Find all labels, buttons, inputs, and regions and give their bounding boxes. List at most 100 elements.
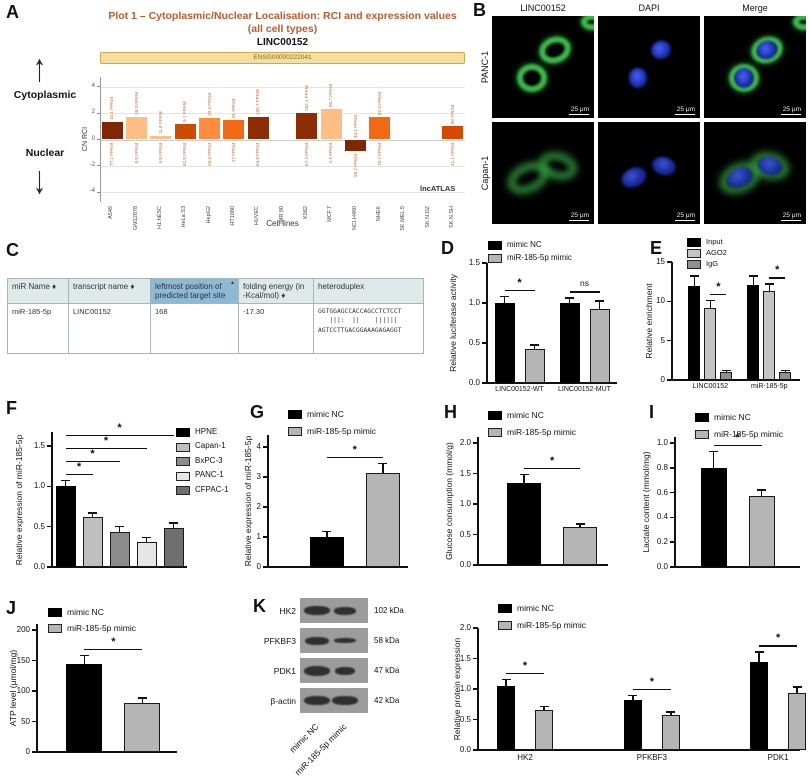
cytoplasmic-fpkm-label-text: 130.7 FPKM [255, 89, 261, 116]
nuclear-fpkm-label: 27 FPKM [231, 143, 236, 162]
nuclear-label: Nuclear [25, 147, 65, 159]
col-header-position[interactable]: leftmost position of predicted target si… [150, 278, 239, 304]
error-bar [503, 296, 506, 303]
panel-c: C miR Name ♦ transcript name ♦ leftmost … [0, 232, 430, 392]
y-tick [670, 467, 675, 469]
x-tick-label-text: NCI.H460 [351, 206, 358, 231]
error-bar-cap [595, 300, 604, 302]
error-bar [83, 655, 86, 664]
x-tick-label: NHEK [376, 206, 382, 221]
x-tick-label: SK.N.DZ [425, 206, 431, 228]
error-bar-cap [61, 479, 70, 482]
legend-label: HPNE [195, 426, 218, 436]
error-bar-cap [115, 525, 124, 528]
y-tick-label: 0.5 [459, 714, 471, 724]
y-tick-label: -4 [89, 188, 95, 195]
y-axis-label: ATP level (μmol/mg) [8, 650, 18, 726]
scale-bar: 25 μm [781, 212, 801, 221]
y-axis-label-text: Relative protein expression [452, 637, 462, 741]
significance-line [524, 467, 581, 470]
y-axis-label: Relative expression of miR-185-5p [14, 434, 24, 564]
legend-label: Capan-1 [195, 441, 226, 450]
nuclear-fpkm-label-text: 67.4 FPKM [303, 142, 309, 166]
duplex-target-seq: GGTGGAGCCACCAGCCTCTCCT [318, 308, 402, 315]
blot-kda-label: 42 kDa [374, 696, 400, 705]
cytoplasmic-fpkm-label: 9.1 FPKM [182, 101, 187, 121]
x-tick-label: HeLa.S3 [181, 206, 187, 227]
scale-bar-line [781, 220, 801, 221]
gene-name: LINC00152 [256, 37, 309, 48]
nuclear-fpkm-label: 95.2 FPKM [353, 154, 358, 177]
y-tick [670, 516, 675, 519]
y-tick [473, 688, 478, 690]
legend-label: mimic NC [507, 409, 544, 420]
error-bar [505, 679, 507, 686]
col-header-mir-name[interactable]: miR Name ♦ [7, 278, 69, 304]
error-bar [752, 276, 755, 285]
bar [309, 537, 344, 567]
y-axis [267, 435, 269, 567]
x-category-label: PFKBF3 [636, 753, 667, 762]
micrograph-tile: 25 μm [704, 122, 806, 224]
panel-d: D 0.0 0.5 1.0 1.5 Relative luciferase activi… [430, 232, 630, 393]
col-header-heteroduplex[interactable]: heteroduplex [313, 278, 424, 304]
blot-strip [300, 658, 368, 683]
x-tick-label: HT1080 [230, 206, 236, 226]
x-tick-label: SK.MEL.5 [400, 206, 406, 231]
bar [320, 109, 342, 140]
y-tick [667, 261, 672, 263]
cell-nucleus-dapi [648, 38, 674, 62]
y-tick-label: 0.6 [656, 487, 668, 497]
x-tick-label-text: SK.MEL.5 [400, 206, 407, 231]
cytoplasmic-fpkm-label-text: 182.1 FPKM [303, 85, 309, 112]
x-category-label: LINC00152-MUT [558, 386, 611, 393]
y-tick-label: 3 [256, 472, 261, 481]
error-bar-cap [142, 536, 151, 539]
y-tick [473, 533, 478, 536]
legend-label: IgG [706, 258, 719, 268]
error-bar-cap [565, 297, 574, 299]
col-header-transcript[interactable]: transcript name ♦ [68, 278, 151, 304]
y-tick-label: 2 [256, 502, 261, 511]
b-col-header-merge: Merge [742, 3, 768, 13]
error-bar [579, 524, 581, 528]
bar [442, 126, 464, 140]
scale-bar-line [569, 114, 589, 115]
cytoplasmic-fpkm-label: 44.1 FPKM [353, 115, 358, 138]
legend-label: mimic NC [517, 602, 554, 613]
y-tick-label: 0.5 [33, 521, 45, 531]
error-bar [632, 695, 634, 700]
y-tick [97, 86, 100, 88]
error-bar-cap [501, 678, 511, 681]
cell-nucleus-dapi [734, 68, 754, 88]
y-tick-label: 5 [660, 335, 665, 345]
bar [345, 139, 366, 152]
x-tick-label: K562 [303, 206, 309, 219]
error-bar-cap [754, 651, 764, 653]
blot-band [334, 638, 356, 643]
error-bar-cap [500, 295, 509, 298]
legend-label: PANC-1 [195, 470, 224, 479]
y-tick-label: 0.2 [656, 537, 668, 547]
scale-bar-label: 25 μm [676, 212, 695, 219]
error-bar [784, 370, 787, 373]
nuclear-fpkm-label-text: 62.8 FPKM [182, 142, 188, 166]
cytoplasmic-label: Cytoplasmic [13, 89, 77, 101]
y-tick [263, 506, 268, 508]
bar [589, 308, 610, 383]
y-tick [263, 536, 268, 538]
x-tick-label-text: SK.N.DZ [424, 206, 431, 228]
bar [763, 291, 776, 380]
cell-position: 168 [150, 303, 239, 354]
cytoplasmic-fpkm-label: 65.7 FPKM [328, 84, 333, 107]
y-tick [97, 165, 100, 167]
y-axis-label-text: ATP level (μmol/mg) [8, 649, 18, 727]
a-x-axis-label: Cell lines [266, 219, 299, 228]
y-tick [263, 566, 268, 568]
col-header-folding-energy[interactable]: folding energy (in -Kcal/mol) ♦ [238, 278, 314, 304]
bar [66, 663, 103, 752]
x-tick-label-text: HeLa.S3 [181, 206, 188, 228]
x-category-label: LINC00152-WT [495, 386, 544, 393]
legend-label: miR-185-5p mimic [507, 426, 576, 437]
cell-cytoplasm-green [793, 16, 806, 30]
